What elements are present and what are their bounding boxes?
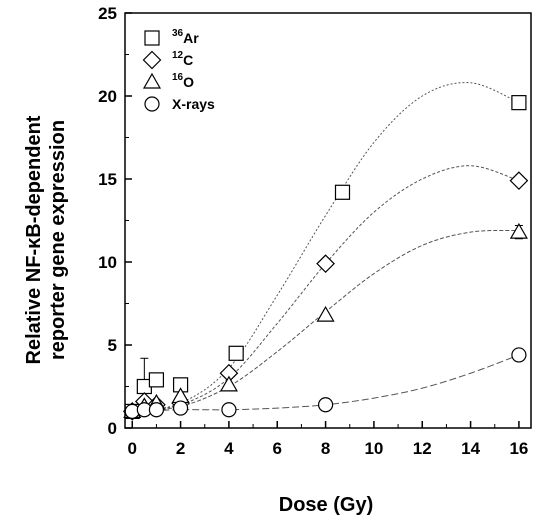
data-point-ar xyxy=(228,345,244,361)
y-tick-label: 25 xyxy=(98,4,117,23)
data-point-o xyxy=(219,375,238,392)
fit-line-ar xyxy=(132,82,520,412)
legend-marker-x-rays xyxy=(144,96,160,112)
x-tick-label: 0 xyxy=(128,439,137,458)
y-tick-label: 10 xyxy=(98,253,117,272)
data-point-ar xyxy=(148,372,165,388)
y-axis-label-line1: Relative NF-κB-dependent xyxy=(23,115,45,364)
data-point-x-rays xyxy=(511,347,527,363)
data-point-ar xyxy=(511,95,527,111)
series-group xyxy=(122,82,529,421)
legend-isotope-o: 16 xyxy=(172,72,184,83)
legend-marker-o xyxy=(142,72,162,89)
x-tick-label: 16 xyxy=(509,439,528,458)
legend-isotope-ar: 36 xyxy=(172,28,184,39)
axes: 0 5 10 15 20 25 0 2 4 6 8 10 12 14 16 xyxy=(98,4,528,458)
data-point-ar xyxy=(334,184,351,200)
y-tick-label: 5 xyxy=(108,336,117,355)
fit-line-c xyxy=(132,165,520,412)
x-tick-label: 8 xyxy=(321,439,330,458)
data-point-x-rays xyxy=(172,400,189,416)
data-point-x-rays xyxy=(221,402,237,418)
x-tick-label: 6 xyxy=(273,439,282,458)
legend-label-c: 12C xyxy=(172,50,193,68)
legend-name-ar: Ar xyxy=(183,30,199,46)
data-point-x-rays xyxy=(317,397,334,413)
legend-name-o: O xyxy=(183,74,194,90)
legend: 36Ar 12C 16O X-rays xyxy=(142,28,215,112)
legend-marker-c xyxy=(142,50,162,70)
x-tick-label: 4 xyxy=(224,439,234,458)
data-point-c xyxy=(316,254,335,274)
y-tick-label: 0 xyxy=(108,419,117,438)
legend-label-ar: 36Ar xyxy=(172,28,199,46)
data-point-c xyxy=(509,171,529,191)
x-tick-label: 12 xyxy=(413,439,432,458)
legend-isotope-c: 12 xyxy=(172,50,184,61)
legend-marker-ar xyxy=(144,30,160,46)
legend-label-o: 16O xyxy=(172,72,194,90)
y-tick-label: 15 xyxy=(98,170,117,189)
legend-label-x-rays: X-rays xyxy=(172,96,215,112)
legend-name-c: C xyxy=(183,52,193,68)
x-tick-label: 10 xyxy=(364,439,383,458)
data-point-x-rays xyxy=(148,402,165,418)
data-point-o xyxy=(509,222,528,239)
series-ar xyxy=(124,82,527,419)
x-tick-label: 2 xyxy=(176,439,185,458)
x-tick-label: 14 xyxy=(461,439,480,458)
y-tick-label: 20 xyxy=(98,87,117,106)
series-x-rays xyxy=(124,347,527,419)
y-axis-label-line2: reporter gene expression xyxy=(47,120,69,360)
y-axis-label-group: Relative NF-κB-dependent reporter gene e… xyxy=(23,115,69,364)
x-axis-label: Dose (Gy) xyxy=(279,494,373,516)
data-point-o xyxy=(316,305,335,322)
